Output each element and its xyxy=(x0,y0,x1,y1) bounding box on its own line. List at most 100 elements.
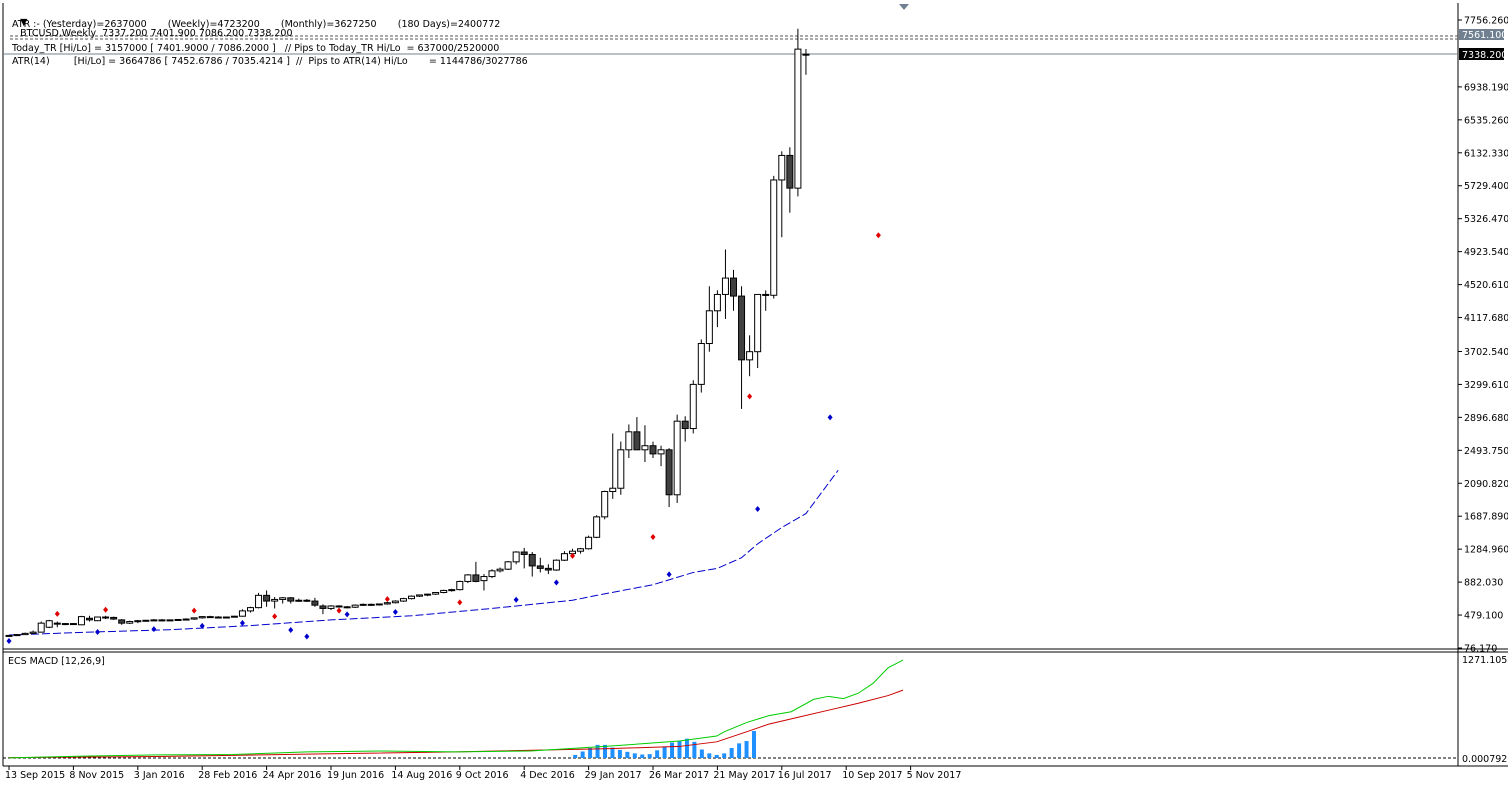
candle xyxy=(633,417,641,451)
candle xyxy=(713,290,721,328)
y-tick-label: 2493.750 xyxy=(1464,446,1508,457)
candle xyxy=(222,616,230,619)
candle-body xyxy=(681,420,689,430)
candle xyxy=(520,547,528,569)
macd-histogram-bar xyxy=(603,744,607,758)
candle-body xyxy=(367,603,375,606)
candle-body xyxy=(738,295,746,361)
candle xyxy=(158,619,166,622)
macd-histogram-bar xyxy=(722,753,727,758)
macd-histogram-bar xyxy=(670,742,675,758)
fractal-down-marker xyxy=(344,611,350,618)
candle xyxy=(601,490,609,520)
candle-body xyxy=(536,565,544,569)
candle-body xyxy=(721,277,729,295)
candle-body xyxy=(158,619,166,622)
fractal-down-marker xyxy=(666,571,672,578)
candle-body xyxy=(665,449,673,496)
candle xyxy=(61,623,69,626)
candle xyxy=(367,603,375,606)
x-tick-label: 29 Jan 2017 xyxy=(585,770,642,781)
candle-body xyxy=(134,620,142,623)
candle xyxy=(118,619,126,625)
fractal-up-marker xyxy=(457,599,463,606)
candle-body xyxy=(641,445,649,451)
macd-histogram-bar xyxy=(580,751,585,758)
candle xyxy=(53,621,61,628)
candle xyxy=(29,630,37,634)
candle xyxy=(327,605,335,611)
y-tick-label: 5729.400 xyxy=(1464,181,1508,192)
macd-histogram-bar xyxy=(617,749,622,758)
candle-body xyxy=(480,576,488,582)
candle-body xyxy=(464,574,472,582)
y-tick-label: 2896.680 xyxy=(1464,413,1508,424)
candle xyxy=(375,603,383,606)
candle-body xyxy=(778,154,786,181)
macd-histogram-bar xyxy=(684,738,689,758)
candle xyxy=(738,286,746,409)
candle-body xyxy=(713,293,721,312)
macd-signal-line xyxy=(8,689,904,759)
candle-body xyxy=(303,599,311,602)
candle-body xyxy=(263,594,271,602)
candle-body xyxy=(770,179,778,296)
candle xyxy=(351,604,359,609)
candle xyxy=(110,616,118,620)
candle xyxy=(697,339,705,393)
candle xyxy=(705,286,713,352)
macd-histogram-bar xyxy=(707,753,712,758)
macd-histogram-bar xyxy=(647,754,652,758)
candle xyxy=(263,590,271,607)
candle-body xyxy=(697,343,705,385)
candle-body xyxy=(416,594,424,597)
candle-body xyxy=(5,634,13,637)
macd-histogram-bar xyxy=(610,747,615,758)
macd-title: ECS MACD [12,26,9] xyxy=(8,656,105,667)
candle xyxy=(577,547,585,554)
candle-body xyxy=(504,561,512,570)
candle-body xyxy=(174,618,182,621)
candle-body xyxy=(794,48,802,189)
macd-histogram-bar xyxy=(744,741,749,758)
candle-body xyxy=(560,553,568,561)
candle-body xyxy=(383,602,391,605)
candle-body xyxy=(496,568,504,572)
candle xyxy=(536,557,544,573)
candle-body xyxy=(375,603,383,606)
candle-body xyxy=(754,293,762,353)
candle xyxy=(746,335,754,377)
collapse-arrow-icon[interactable]: ▼ xyxy=(20,17,28,28)
fractal-down-marker xyxy=(304,633,310,640)
price-axis[interactable]: 7756.260 6938.190 6535.260 6132.330 5729.400… xyxy=(1458,16,1508,655)
candle xyxy=(802,48,810,75)
x-tick-label: 19 Jun 2016 xyxy=(327,770,384,781)
candle-body xyxy=(408,595,415,600)
candle-body xyxy=(609,487,617,493)
candle xyxy=(762,290,770,311)
candles xyxy=(5,28,810,637)
macd-histogram-bar xyxy=(625,751,630,758)
y-tick-label: 3702.540 xyxy=(1464,347,1508,358)
candle-body xyxy=(577,548,585,552)
candle xyxy=(335,605,343,608)
y-tick-label: 4923.540 xyxy=(1464,247,1508,258)
candle xyxy=(126,620,134,624)
candle-body xyxy=(118,619,126,624)
candle-body xyxy=(247,607,254,612)
candle-body xyxy=(802,53,810,56)
fractal-down-marker xyxy=(755,505,761,512)
ask-price-badge: 7561.100 xyxy=(1459,29,1507,41)
candle xyxy=(206,615,214,619)
candle-body xyxy=(206,616,214,619)
moving-average xyxy=(8,469,839,636)
candle-body xyxy=(37,622,45,633)
candle-body xyxy=(625,431,633,451)
fractal-up-marker xyxy=(384,596,390,603)
fractal-up-marker xyxy=(650,534,656,541)
time-axis[interactable]: 13 Sep 2015 8 Nov 2015 3 Jan 2016 28 Feb 20… xyxy=(5,766,961,781)
macd-histogram-bar xyxy=(699,749,704,758)
chart-shift-marker[interactable] xyxy=(899,4,909,10)
